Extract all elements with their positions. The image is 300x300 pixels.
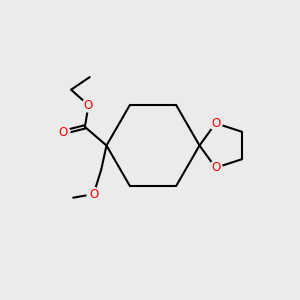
Text: O: O	[84, 99, 93, 112]
Circle shape	[209, 161, 222, 174]
Text: O: O	[211, 117, 220, 130]
Text: O: O	[211, 161, 220, 174]
Circle shape	[209, 117, 222, 130]
Circle shape	[87, 188, 100, 201]
Circle shape	[57, 126, 70, 139]
Text: O: O	[59, 126, 68, 139]
Circle shape	[82, 99, 95, 112]
Text: O: O	[89, 188, 98, 201]
